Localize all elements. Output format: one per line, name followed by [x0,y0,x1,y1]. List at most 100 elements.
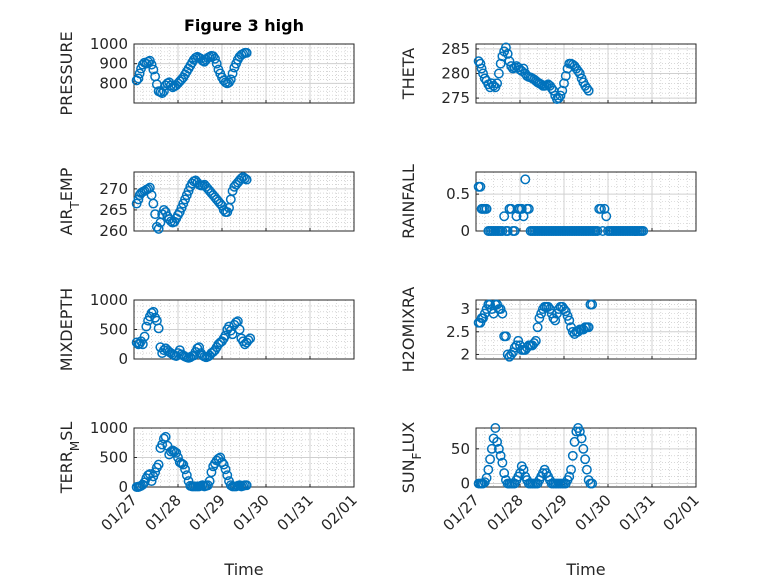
data-point [234,324,245,335]
y-tick-label: 265 [99,201,128,219]
data-point [148,64,159,75]
y-axis-label: TERRMSL [57,422,82,495]
x-tick-label: 02/01 [318,491,361,534]
x-tick-label: 01/31 [616,491,659,534]
y-axis-label: SUNFLUX [399,422,424,494]
y-tick-label: 0 [460,222,470,240]
y-tick-label: 0.5 [446,185,470,203]
data-point [492,436,503,447]
data-point [509,226,520,236]
data-point [478,313,488,324]
data-point [243,335,254,346]
panel-sun-flux: 0 50 SUNFLUX 01/27 01/28 01/29 01/30 01/31 02/01… [399,422,703,579]
y-tick-label: 3 [460,300,470,318]
data-point [197,480,208,491]
y-axis-label: THETA [399,48,418,100]
x-axis-label: Time [565,560,605,579]
data-point [592,226,603,236]
data-point [475,58,486,69]
data-point [550,315,561,326]
y-tick-label: 500 [99,449,128,467]
data-point [225,74,236,85]
y-tick-label: 260 [99,222,128,240]
axes-frame [475,299,697,360]
data-point [166,216,176,227]
data-point [497,457,508,468]
data-point [638,226,649,236]
data-point [583,322,594,333]
panel-theta: 275 280 285 THETA [399,40,697,107]
data-point [562,310,573,321]
data-point [180,464,190,475]
x-tick-label: 02/01 [660,491,703,534]
x-tick-label: 01/30 [230,491,273,534]
x-tick-label: 01/29 [186,491,229,534]
data-point [227,68,238,79]
data-point [502,226,513,236]
data-point [150,209,161,220]
data-point [222,470,233,481]
y-tick-label: 275 [441,89,470,107]
y-axis-label: MIXDEPTH [57,288,76,371]
data-point [502,349,513,360]
data-point [146,59,157,70]
data-point [560,306,571,317]
data-point [493,443,504,454]
y-tick-label: 1000 [90,419,128,437]
data-point [495,304,506,315]
y-tick-label: 900 [99,55,128,73]
data-point [499,468,510,479]
x-tick-label: 01/28 [484,491,527,534]
data-point [534,313,545,324]
data-point [580,454,591,465]
data-point [564,315,575,326]
data-point [148,306,159,317]
panel-rainfall: 0 0.5 RAINFALL [399,164,697,240]
y-tick-label: 0 [118,478,128,496]
data-point [490,423,501,433]
data-point [578,443,589,454]
data-point [148,198,159,209]
data-point [581,83,592,94]
data-point [178,459,189,470]
data-point [227,329,238,340]
data-point [601,211,612,222]
y-tick-label: 1000 [90,291,128,309]
data-point [486,443,497,454]
data-point [236,173,247,184]
data-point [500,331,511,342]
axes-frame [133,43,355,104]
data-point [206,467,217,478]
data-point [166,446,176,457]
y-tick-label: 280 [441,65,470,83]
data-point [475,181,486,192]
data-point [587,478,598,489]
data-point [146,476,157,487]
data-point [234,480,245,491]
data-point [153,323,164,334]
y-tick-label: 270 [99,180,128,198]
data-point [218,459,229,470]
data-point [576,433,587,444]
figure-title: Figure 3 high [184,16,304,35]
y-tick-label: 800 [99,74,128,92]
y-axis-label: AIRTEMP [57,167,82,235]
data-point [574,68,585,79]
data-point [499,211,510,222]
data-point [520,174,531,185]
data-point [567,450,578,461]
data-point [245,333,256,344]
data-point [241,47,252,58]
data-point [587,299,598,310]
data-point [596,203,606,214]
data-point [530,335,541,346]
data-point [500,42,511,53]
data-point [141,321,152,332]
y-axis-label: RAINFALL [399,164,418,239]
data-point [139,331,150,342]
axes-frame [475,427,697,488]
x-axis-label: Time [223,560,263,579]
y-tick-label: 500 [99,321,128,339]
data-point [194,342,205,353]
